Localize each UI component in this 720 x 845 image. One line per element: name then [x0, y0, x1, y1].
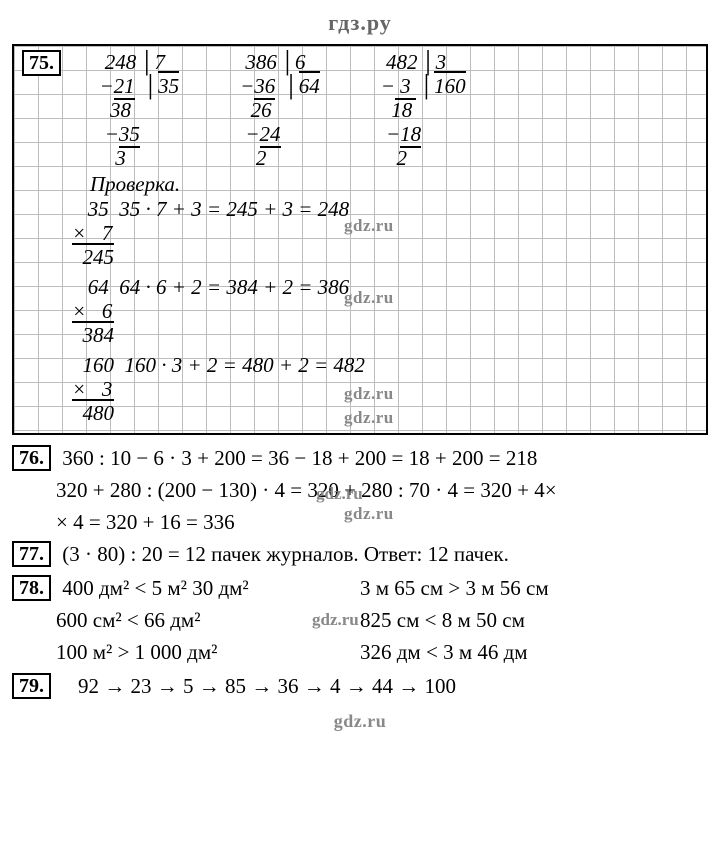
check-2: 64 64 · 6 + 2 = 384 + 2 = 386 × 6 384	[72, 275, 698, 347]
task-78: gdz.ru 78. 400 дм² < 5 м² 30 дм² 600 см²…	[12, 571, 708, 669]
check-label: Проверка.	[90, 172, 698, 197]
lower-section: 76. 360 : 10 − 6 · 3 + 200 = 36 − 18 + 2…	[12, 443, 708, 701]
task-77: 77. (3 · 80) : 20 = 12 пачек журналов. О…	[12, 539, 708, 569]
division-2: 386 │6 −36 │64 26 −24 2	[230, 50, 331, 170]
check-1: 35 35 · 7 + 3 = 245 + 3 = 248 × 7 245	[72, 197, 698, 269]
division-3: 482 │3 − 3 │160 18 −18 2	[370, 50, 471, 170]
task-75-frame: gdz.ru gdz.ru gdz.ru gdz.ru gdz.ru 75. 2…	[12, 44, 708, 435]
division-1: 248 │7 −21 │35 38 −35 3	[89, 50, 190, 170]
task-79: 79. 92 → 23 → 5 → 85 → 36 → 4 → 44 → 100	[12, 671, 708, 701]
site-header: гдз.ру	[0, 0, 720, 42]
check-3: 160 160 · 3 + 2 = 480 + 2 = 482 × 3 480	[72, 353, 698, 425]
task-76-line2: 320 + 280 : (200 − 130) · 4 = 320 + 280 …	[56, 475, 708, 505]
footer-watermark: gdz.ru	[0, 711, 720, 732]
task-76-line3: × 4 = 320 + 16 = 336	[56, 507, 708, 537]
task-76: 76. 360 : 10 − 6 · 3 + 200 = 36 − 18 + 2…	[12, 443, 708, 473]
task-75-number: 75.	[22, 50, 61, 76]
